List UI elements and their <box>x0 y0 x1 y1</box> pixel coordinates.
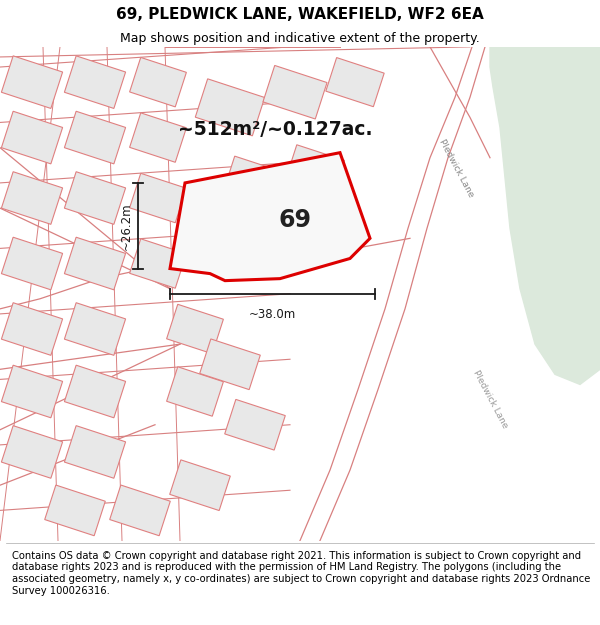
Text: 69: 69 <box>278 208 311 232</box>
Polygon shape <box>130 58 187 107</box>
Polygon shape <box>1 172 62 224</box>
Polygon shape <box>490 47 600 384</box>
Polygon shape <box>130 173 187 222</box>
Polygon shape <box>200 339 260 389</box>
Polygon shape <box>64 111 125 164</box>
Polygon shape <box>195 79 265 136</box>
Polygon shape <box>45 485 105 536</box>
Polygon shape <box>64 56 125 109</box>
Polygon shape <box>286 145 344 195</box>
Polygon shape <box>64 172 125 224</box>
Polygon shape <box>167 304 223 354</box>
Polygon shape <box>225 399 285 450</box>
Polygon shape <box>130 239 187 288</box>
Polygon shape <box>223 156 287 209</box>
Text: ~512m²/~0.127ac.: ~512m²/~0.127ac. <box>178 120 373 139</box>
Polygon shape <box>64 238 125 290</box>
Text: ~38.0m: ~38.0m <box>249 308 296 321</box>
Polygon shape <box>1 238 62 290</box>
Text: ~26.2m: ~26.2m <box>119 202 133 249</box>
Polygon shape <box>1 426 62 478</box>
Text: 69, PLEDWICK LANE, WAKEFIELD, WF2 6EA: 69, PLEDWICK LANE, WAKEFIELD, WF2 6EA <box>116 6 484 21</box>
Polygon shape <box>326 58 384 107</box>
Text: Contains OS data © Crown copyright and database right 2021. This information is : Contains OS data © Crown copyright and d… <box>12 551 590 596</box>
Polygon shape <box>1 111 62 164</box>
Polygon shape <box>64 302 125 356</box>
Polygon shape <box>263 66 327 119</box>
Polygon shape <box>1 56 62 109</box>
Polygon shape <box>170 460 230 511</box>
Polygon shape <box>130 113 187 162</box>
Polygon shape <box>110 485 170 536</box>
Polygon shape <box>170 152 370 281</box>
Text: Pledwick Lane: Pledwick Lane <box>437 138 475 198</box>
Polygon shape <box>1 302 62 356</box>
Polygon shape <box>64 365 125 418</box>
Polygon shape <box>64 426 125 478</box>
Polygon shape <box>1 365 62 418</box>
Polygon shape <box>167 367 223 416</box>
Text: Pledwick Lane: Pledwick Lane <box>471 369 509 430</box>
Text: Map shows position and indicative extent of the property.: Map shows position and indicative extent… <box>120 32 480 45</box>
